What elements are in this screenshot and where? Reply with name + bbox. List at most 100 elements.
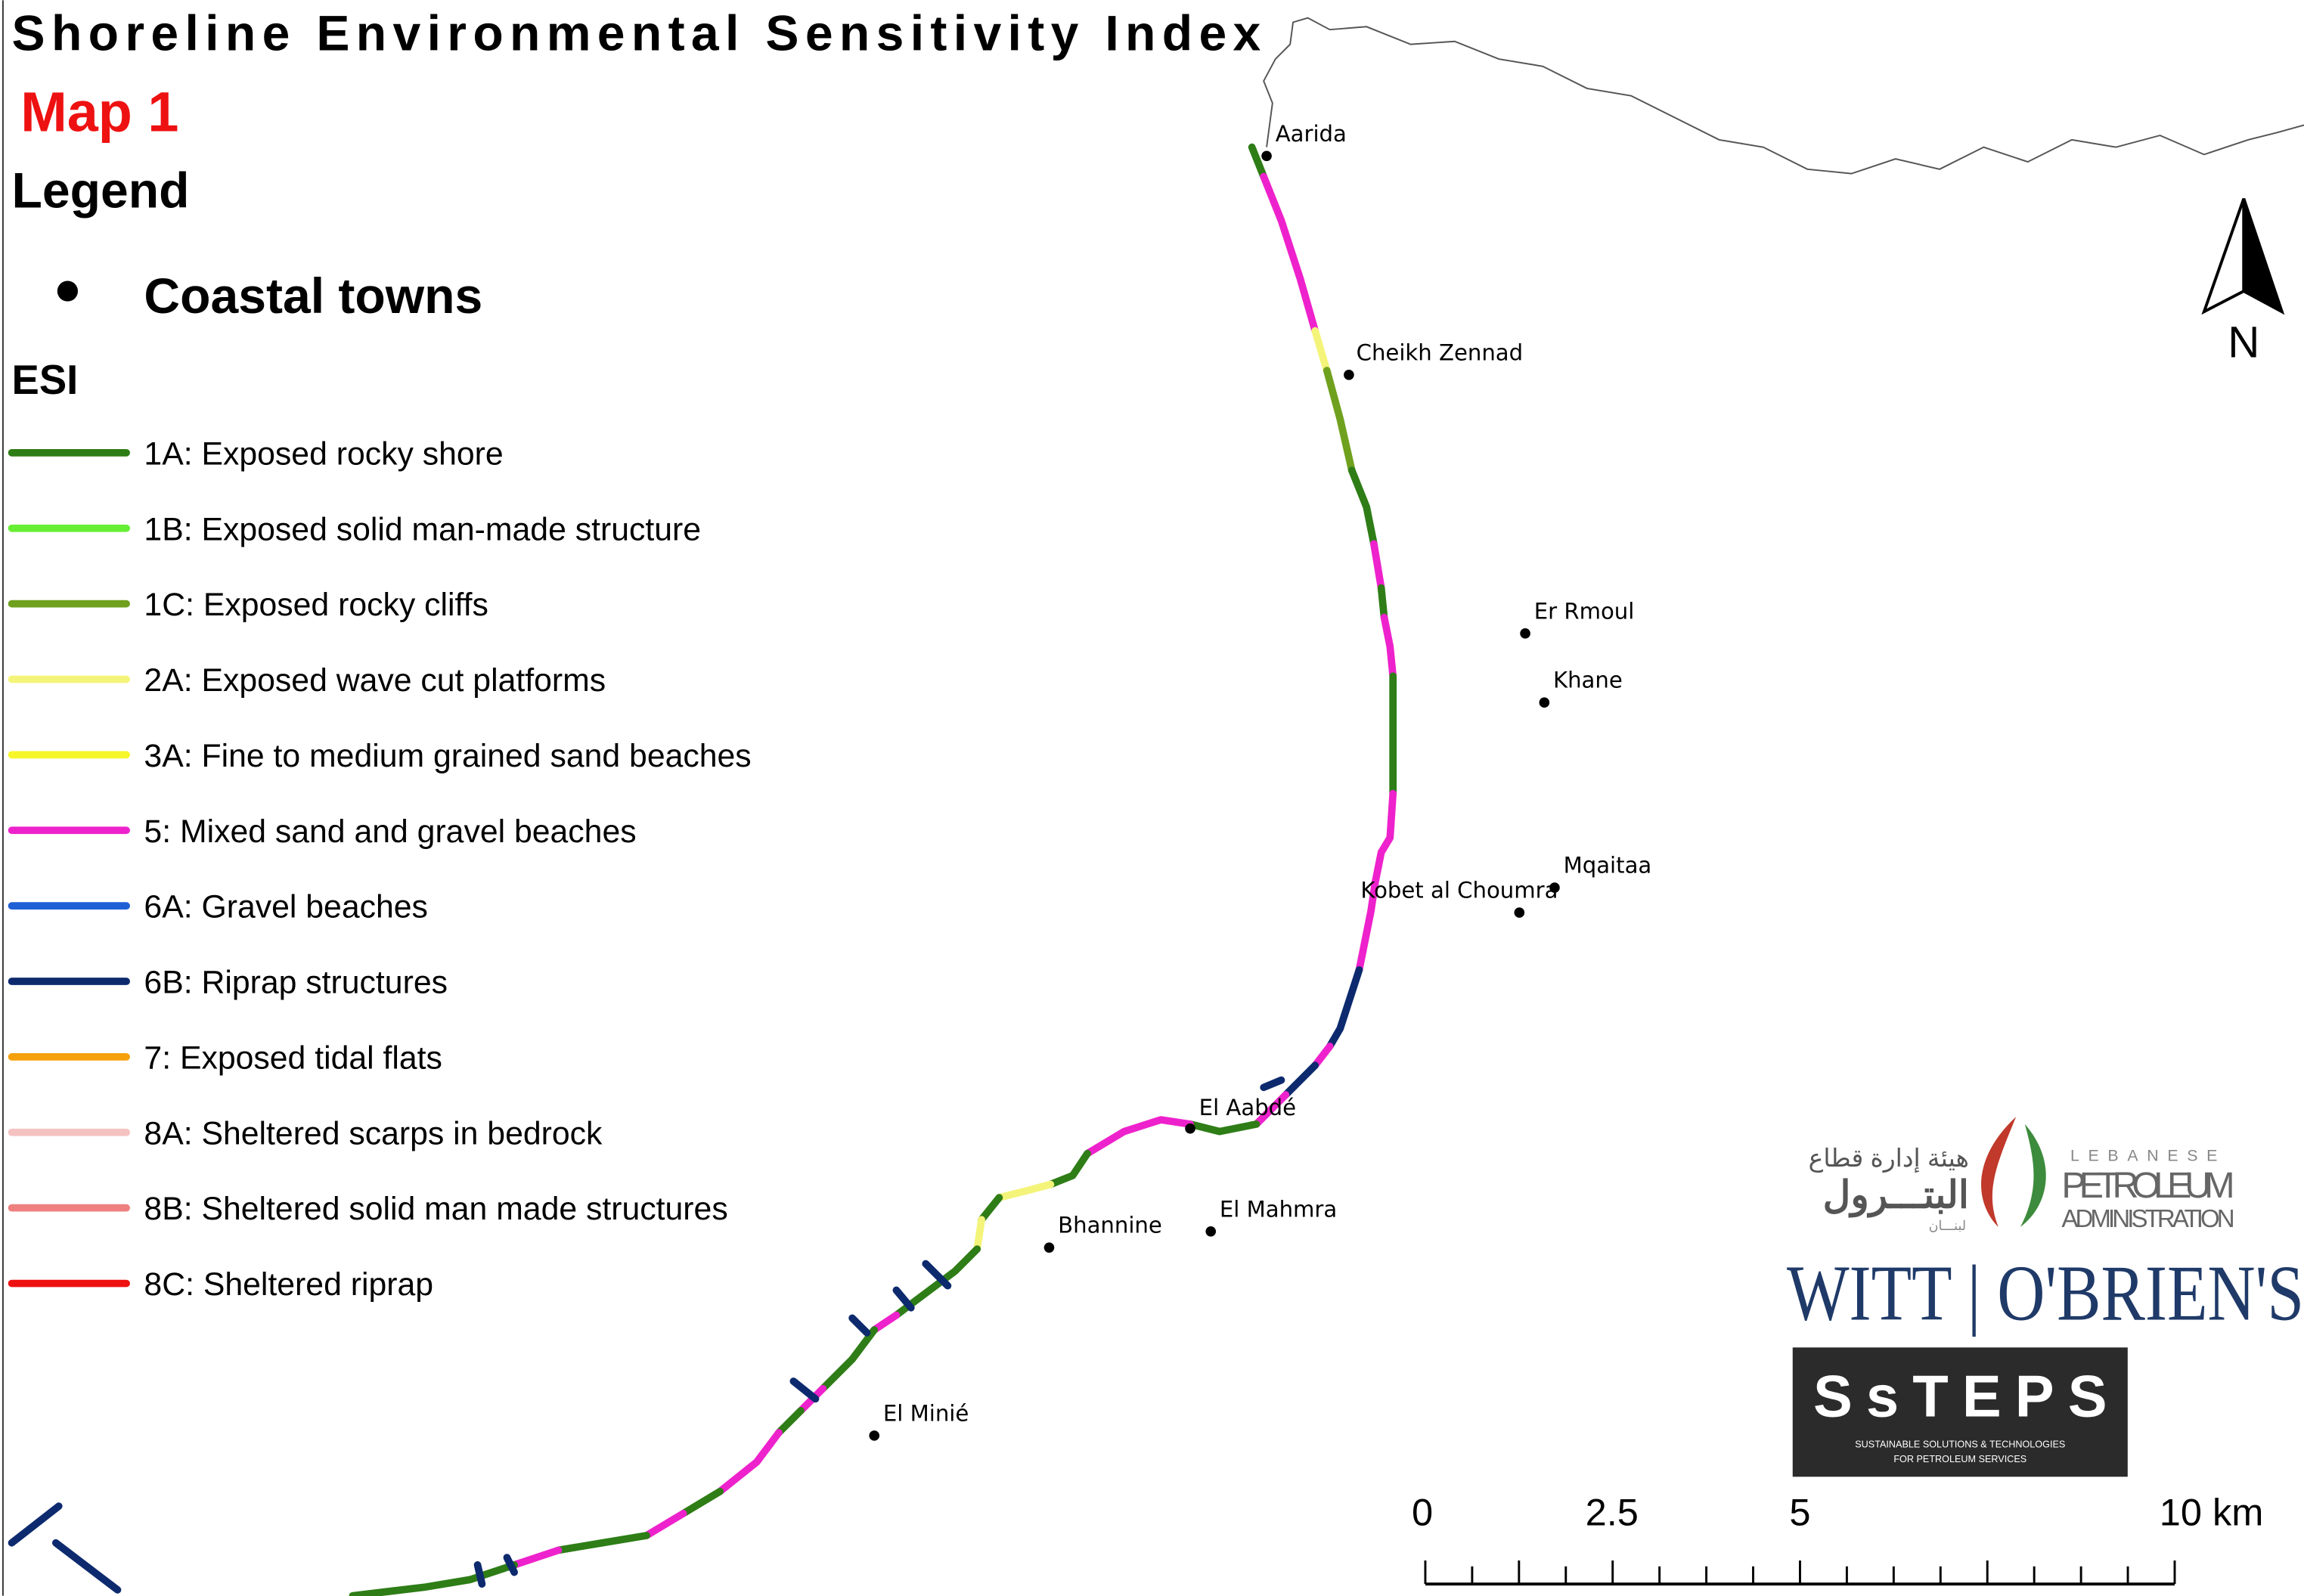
scale-label: 5 bbox=[1789, 1490, 1810, 1533]
lpa-logo bbox=[2020, 1123, 2046, 1227]
riprap-spur bbox=[789, 1378, 820, 1403]
scale-label: 2.5 bbox=[1586, 1490, 1639, 1533]
shoreline-segment bbox=[716, 1429, 783, 1495]
town-dot bbox=[1261, 150, 1272, 162]
riprap-spur bbox=[8, 1502, 63, 1547]
shoreline-segment bbox=[995, 1180, 1055, 1201]
steps-sub: SUSTAINABLE SOLUTIONS & TECHNOLOGIES bbox=[1855, 1439, 2065, 1449]
town-label: El Mahmra bbox=[1220, 1196, 1337, 1222]
town-label: Cheikh Zennad bbox=[1357, 339, 1524, 365]
shoreline-segment bbox=[1323, 367, 1356, 475]
shoreline-segment bbox=[1355, 789, 1397, 974]
shoreline-segment bbox=[1282, 1061, 1319, 1099]
legend-label: 2A: Exposed wave cut platforms bbox=[144, 662, 606, 699]
riprap-spur bbox=[473, 1561, 486, 1588]
town-symbol bbox=[57, 280, 78, 302]
riprap-spur bbox=[848, 1314, 871, 1337]
riprap-spur bbox=[51, 1539, 122, 1594]
lpa-arabic: البتـــرول bbox=[1823, 1173, 1969, 1219]
shoreline-segment bbox=[1326, 966, 1363, 1050]
lpa-arabic: لبنـــان bbox=[1929, 1218, 1966, 1233]
esi-title: ESI bbox=[12, 357, 79, 403]
riprap-spur bbox=[503, 1554, 518, 1576]
legend-label: 1C: Exposed rocky cliffs bbox=[144, 587, 488, 623]
legend: 1A: Exposed rocky shore 1B: Exposed solid… bbox=[8, 435, 752, 1303]
shoreline-segment bbox=[1347, 466, 1378, 548]
scale-label: 0 bbox=[1412, 1490, 1433, 1533]
lpa-text: LEBANESE bbox=[2070, 1146, 2226, 1164]
lpa-text: PETROLEUM bbox=[2061, 1165, 2234, 1206]
town-dot bbox=[1514, 907, 1525, 918]
shoreline-segment bbox=[510, 1546, 563, 1569]
subtitle: Map 1 bbox=[20, 80, 178, 143]
shoreline-segment bbox=[1084, 1116, 1194, 1157]
legend-label: 7: Exposed tidal flats bbox=[144, 1040, 442, 1076]
shoreline-segment bbox=[1248, 143, 1268, 181]
towns: Aarida Cheikh Zennad Er Rmoul Khane MqaitaaK… bbox=[869, 121, 1651, 1441]
north-label: N bbox=[2228, 318, 2259, 367]
legend-title: Legend bbox=[12, 163, 190, 218]
town-label: Aarida bbox=[1276, 121, 1347, 147]
legend-label: 3A: Fine to medium grained sand beaches bbox=[144, 738, 751, 774]
lpa-logo bbox=[1981, 1117, 2017, 1227]
shoreline-segment bbox=[1377, 584, 1388, 621]
shoreline-segment bbox=[1311, 1043, 1334, 1070]
lpa-arabic: هيئة إدارة قطاع bbox=[1809, 1144, 1969, 1173]
town-label: Er Rmoul bbox=[1534, 598, 1635, 624]
shoreline-segment bbox=[679, 1487, 724, 1517]
town-dot bbox=[1549, 882, 1560, 893]
shoreline-segment bbox=[349, 1561, 518, 1596]
shoreline-segment bbox=[819, 1326, 879, 1393]
riprap-spur bbox=[922, 1260, 952, 1290]
shoreline-segment bbox=[1311, 327, 1331, 374]
shoreline-segment bbox=[554, 1532, 650, 1554]
legend-label: 8B: Sheltered solid man made structures bbox=[144, 1191, 727, 1227]
town-dot bbox=[1043, 1242, 1055, 1253]
riprap-spur bbox=[892, 1286, 915, 1312]
town-dot bbox=[1539, 697, 1550, 708]
scale-label: 10 km bbox=[2160, 1490, 2264, 1533]
town-dot bbox=[869, 1430, 880, 1441]
town-dot bbox=[1185, 1123, 1195, 1134]
town-dot bbox=[1344, 370, 1354, 380]
legend-label: 1B: Exposed solid man-made structure bbox=[144, 511, 701, 547]
legend-label: 5: Mixed sand and gravel beaches bbox=[144, 813, 636, 850]
legend-label: 8A: Sheltered scarps in bedrock bbox=[144, 1115, 603, 1151]
town-label: Khane bbox=[1553, 668, 1623, 693]
shoreline-segment bbox=[870, 1311, 901, 1334]
shoreline-segment bbox=[1380, 613, 1397, 680]
lpa-text: ADMINISTRATION bbox=[2061, 1204, 2234, 1232]
witt-logo: WITT | O'BRIEN'S bbox=[1787, 1248, 2304, 1337]
shoreline-segment bbox=[1252, 1091, 1290, 1128]
shoreline-segment bbox=[973, 1216, 985, 1253]
legend-label: 8C: Sheltered riprap bbox=[144, 1266, 433, 1303]
town-label: Mqaitaa bbox=[1564, 853, 1652, 879]
town-dot bbox=[1520, 628, 1530, 639]
shoreline-segment bbox=[775, 1406, 805, 1436]
town-label: Kobet al Choumra bbox=[1360, 878, 1558, 903]
steps-logo bbox=[1792, 1347, 2128, 1477]
steps-sub: FOR PETROLEUM SERVICES bbox=[1893, 1454, 2026, 1464]
shoreline-segment bbox=[1186, 1120, 1261, 1136]
shoreline-segment bbox=[1260, 172, 1319, 335]
scale-ticks bbox=[1424, 1560, 2176, 1585]
shoreline-segment bbox=[978, 1194, 1003, 1224]
shoreline-segment bbox=[643, 1509, 687, 1539]
legend-label: 6B: Riprap structures bbox=[144, 965, 448, 1001]
title: Shoreline Environmental Sensitivity Inde… bbox=[12, 5, 1261, 61]
north-arrow bbox=[2201, 198, 2246, 315]
legend-label: 1A: Exposed rocky shore bbox=[144, 435, 503, 472]
shoreline-segment bbox=[1370, 540, 1385, 592]
shoreline bbox=[8, 143, 1397, 1596]
boundary-line bbox=[1263, 17, 2304, 175]
town-label: Bhannine bbox=[1058, 1213, 1162, 1238]
town-label: El Minié bbox=[883, 1400, 969, 1426]
north-arrow bbox=[2242, 198, 2285, 315]
town-dot bbox=[1205, 1226, 1217, 1237]
riprap-spur bbox=[1260, 1076, 1285, 1092]
town-label: El Aabdé bbox=[1199, 1095, 1296, 1120]
shoreline-segment bbox=[1047, 1149, 1091, 1188]
legend-towns: Coastal towns bbox=[144, 268, 482, 324]
